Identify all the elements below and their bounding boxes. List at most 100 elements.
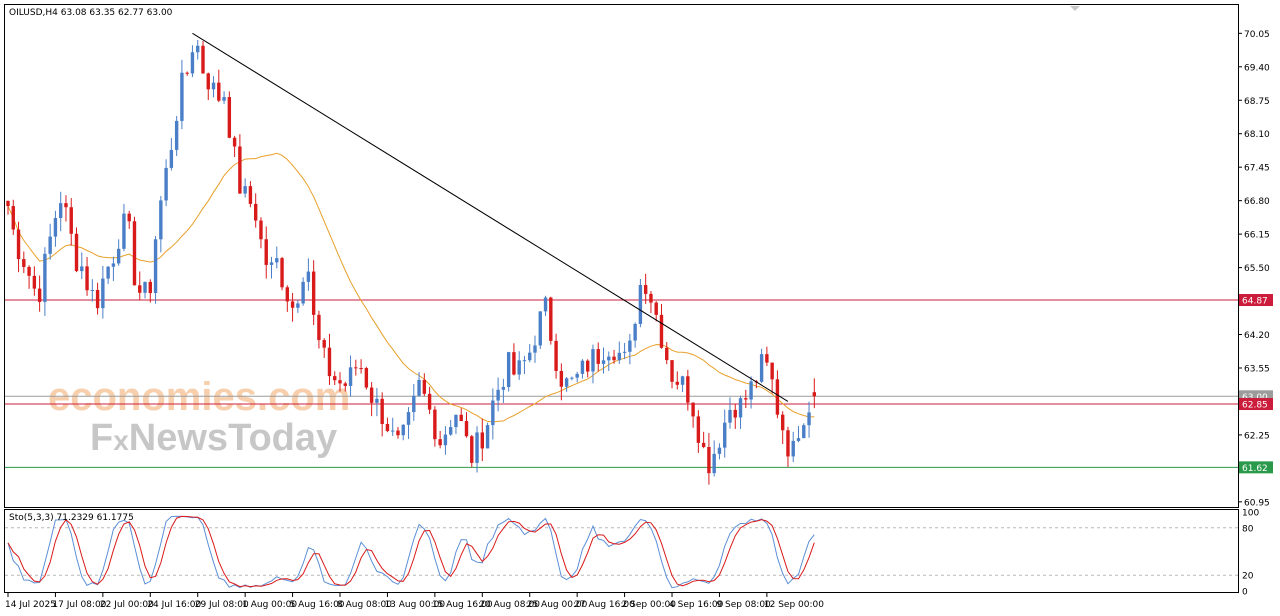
candle-body [538, 311, 542, 346]
candle-body [69, 207, 73, 234]
candle-body [385, 423, 390, 431]
time-tick-label: 22 Jul 00:00 [100, 600, 154, 610]
candle-body [659, 314, 664, 348]
candle-body [153, 239, 158, 294]
time-tick-label: 15 Aug 16:00 [432, 600, 493, 610]
candle-body [433, 409, 437, 440]
candle-body [744, 398, 748, 400]
watermark-line2-prefix: F [90, 417, 113, 459]
time-tick-label: 9 Sep 08:00 [716, 600, 771, 610]
candle-body [723, 422, 727, 448]
candle-body [617, 352, 622, 361]
level-tag [1239, 294, 1273, 307]
candle-body [269, 262, 274, 265]
candle-body [164, 167, 168, 201]
trendline[interactable] [192, 32, 789, 402]
candle-body [16, 229, 21, 260]
candle-body [575, 373, 579, 378]
candle-body [248, 186, 253, 204]
price-tick-label: 68.75 [1244, 97, 1270, 107]
candle-body [464, 421, 469, 437]
candle-body [59, 203, 63, 219]
time-tick-label: 14 Jul 2025 [5, 600, 56, 610]
candle-body [712, 453, 716, 474]
candle-body [601, 360, 606, 364]
candle-body [643, 285, 648, 294]
candle-body [290, 301, 295, 308]
price-tick-label: 69.40 [1244, 63, 1270, 73]
candle-body [786, 430, 790, 457]
candle-body [559, 371, 564, 387]
candle-body [791, 440, 795, 457]
horizontal-levels [5, 299, 1238, 468]
svg-text:economies.com: economies.com [48, 375, 350, 419]
candle-body [101, 278, 105, 309]
candle-body [480, 432, 484, 449]
indicator-plot-frame [4, 509, 1239, 593]
candle-body [238, 146, 242, 194]
trendline-layer [192, 32, 789, 402]
candle-body [485, 425, 490, 449]
candle-body [85, 266, 89, 291]
candle-body [528, 352, 532, 361]
scroll-marker-icon[interactable] [1070, 6, 1080, 11]
candle-body [443, 434, 448, 446]
candle-body [253, 203, 258, 221]
candle-body [406, 412, 411, 425]
candle-body [554, 340, 558, 372]
candle-body [417, 379, 421, 396]
indicator-info: Sto(5,3,3) 71.2329 61.1775 [9, 513, 134, 523]
candle-body [80, 266, 84, 272]
candle-body [148, 281, 152, 294]
candle-body [259, 220, 263, 240]
candle-body [333, 376, 337, 381]
candle-body [802, 425, 806, 439]
price-tick-label: 62.25 [1244, 431, 1270, 441]
time-tick-label: 1 Aug 00:00 [242, 600, 297, 610]
price-tick-label: 66.80 [1244, 197, 1270, 207]
candle-body [227, 97, 232, 138]
candle-body [43, 253, 47, 302]
candle-body [570, 377, 574, 379]
candle-body [185, 72, 189, 74]
candle-body [707, 447, 711, 474]
candle-body [285, 287, 290, 302]
candle-body [612, 356, 616, 361]
time-tick-label: 13 Aug 00:00 [384, 600, 445, 610]
candle-body [533, 345, 537, 353]
stoch-tick-label: 20 [1242, 572, 1254, 582]
candle-body [322, 340, 326, 348]
candle-body [174, 120, 179, 150]
candle-body [201, 45, 205, 74]
candle-body [111, 263, 116, 267]
candle-body [701, 442, 706, 448]
candle-body [686, 376, 690, 403]
candle-body [591, 349, 595, 372]
candle-body [37, 288, 42, 302]
candle-body [812, 392, 817, 397]
candle-body [11, 206, 15, 230]
candle-body [275, 258, 279, 263]
candle-body [391, 430, 395, 432]
candle-body [422, 379, 427, 394]
time-tick-label: 17 Jul 08:00 [52, 600, 106, 610]
level-tag-label: 61.62 [1242, 464, 1268, 474]
candle-body [522, 360, 527, 362]
candle-body [196, 45, 200, 53]
candle-body [649, 293, 653, 303]
candle-body [770, 362, 774, 380]
candle-body [206, 73, 210, 90]
price-tick-label: 60.95 [1244, 498, 1270, 508]
candle-body [796, 438, 801, 441]
time-tick-label: 4 Sep 16:00 [669, 600, 724, 610]
candle-body [438, 439, 442, 446]
candle-body [728, 409, 732, 423]
candle-body [717, 447, 722, 454]
watermark-line2-x: x [113, 425, 129, 456]
candle-body [211, 82, 216, 90]
candle-body [27, 266, 31, 276]
candle-body [775, 379, 780, 415]
candle-body [638, 285, 643, 324]
candle-body [280, 258, 284, 288]
